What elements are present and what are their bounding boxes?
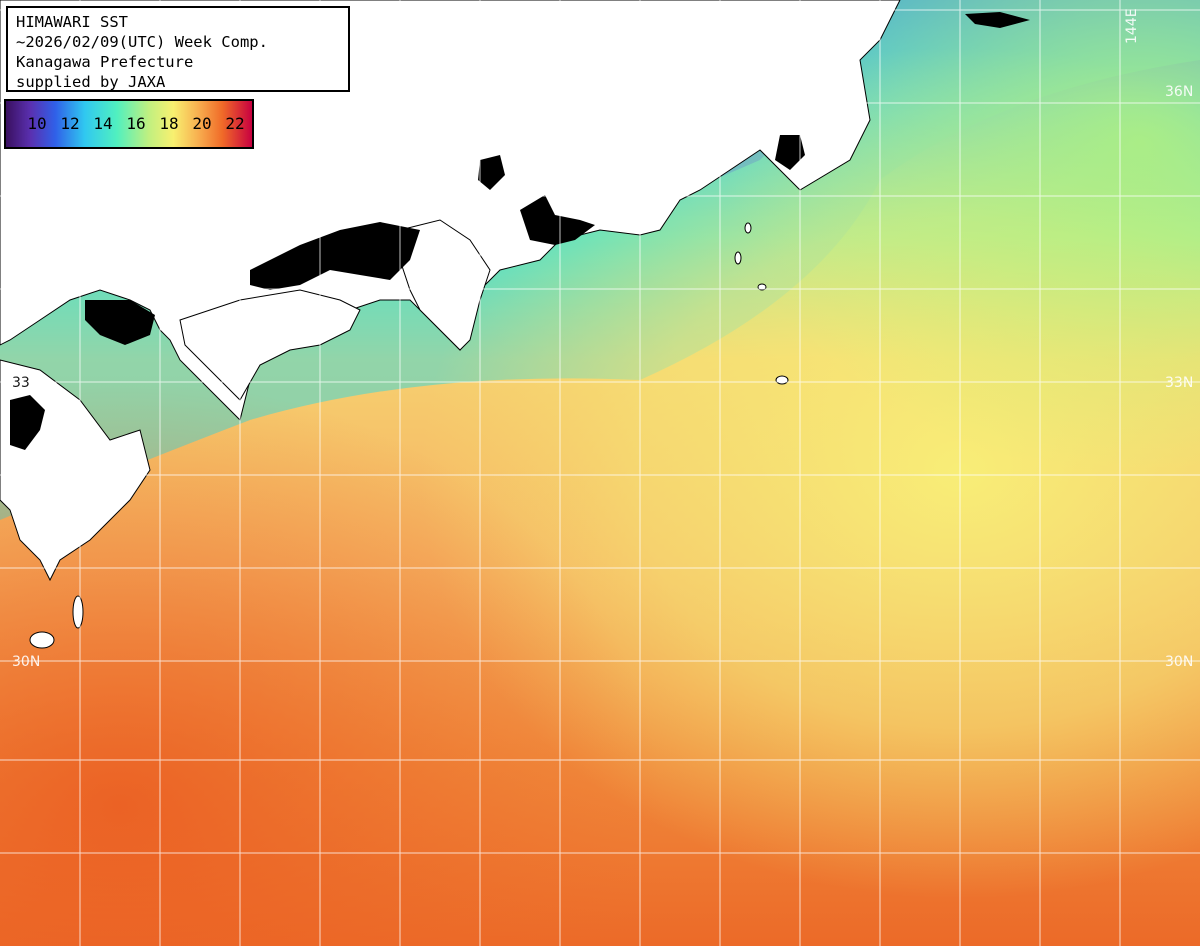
- land-shikoku: [179, 289, 361, 401]
- north-nodata: [965, 12, 1030, 28]
- title-line-1: HIMAWARI SST: [16, 13, 128, 31]
- lat-label-33n: 33N: [1165, 375, 1193, 391]
- legend-color-bar: [6, 101, 252, 147]
- legend-label-18: 18: [159, 114, 179, 133]
- island-yakushima: [72, 595, 84, 629]
- title-line-3: Kanagawa Prefecture: [16, 53, 194, 71]
- legend-label-10: 10: [27, 114, 47, 133]
- title-line-4: supplied by JAXA: [16, 73, 166, 91]
- legend-label-12: 12: [60, 114, 80, 133]
- lat-label-30n-right: 30N: [1165, 654, 1193, 670]
- inland-sea-nodata: [250, 222, 420, 290]
- legend-label-16: 16: [126, 114, 146, 133]
- ise-bay-nodata: [478, 155, 505, 190]
- legend-label-20: 20: [192, 114, 212, 133]
- island-hachijo: [775, 375, 789, 385]
- title-box: HIMAWARI SST ~2026/02/09(UTC) Week Comp.…: [6, 6, 350, 92]
- lat-label-33-left: 33: [12, 375, 30, 391]
- legend-label-22: 22: [225, 114, 245, 133]
- island-izu-2: [734, 251, 742, 265]
- island-tanegashima: [29, 631, 55, 649]
- lon-label-136e: 136E: [484, 8, 500, 44]
- land-kii: [399, 219, 491, 351]
- osaka-bay-nodata: [520, 195, 595, 245]
- lat-label-36n: 36N: [1165, 84, 1193, 100]
- legend-label-14: 14: [93, 114, 113, 133]
- seto-west-nodata: [85, 300, 155, 345]
- title-line-2: ~2026/02/09(UTC) Week Comp.: [16, 33, 268, 51]
- temperature-legend: 10 12 14 16 18 20 22: [4, 99, 254, 149]
- kyushu-bay-nodata: [10, 395, 45, 450]
- island-izu-1: [744, 222, 752, 234]
- lon-label-144e: 144E: [1124, 8, 1140, 44]
- lat-label-30n-left: 30N: [12, 654, 40, 670]
- tokyo-bay-nodata: [775, 135, 805, 170]
